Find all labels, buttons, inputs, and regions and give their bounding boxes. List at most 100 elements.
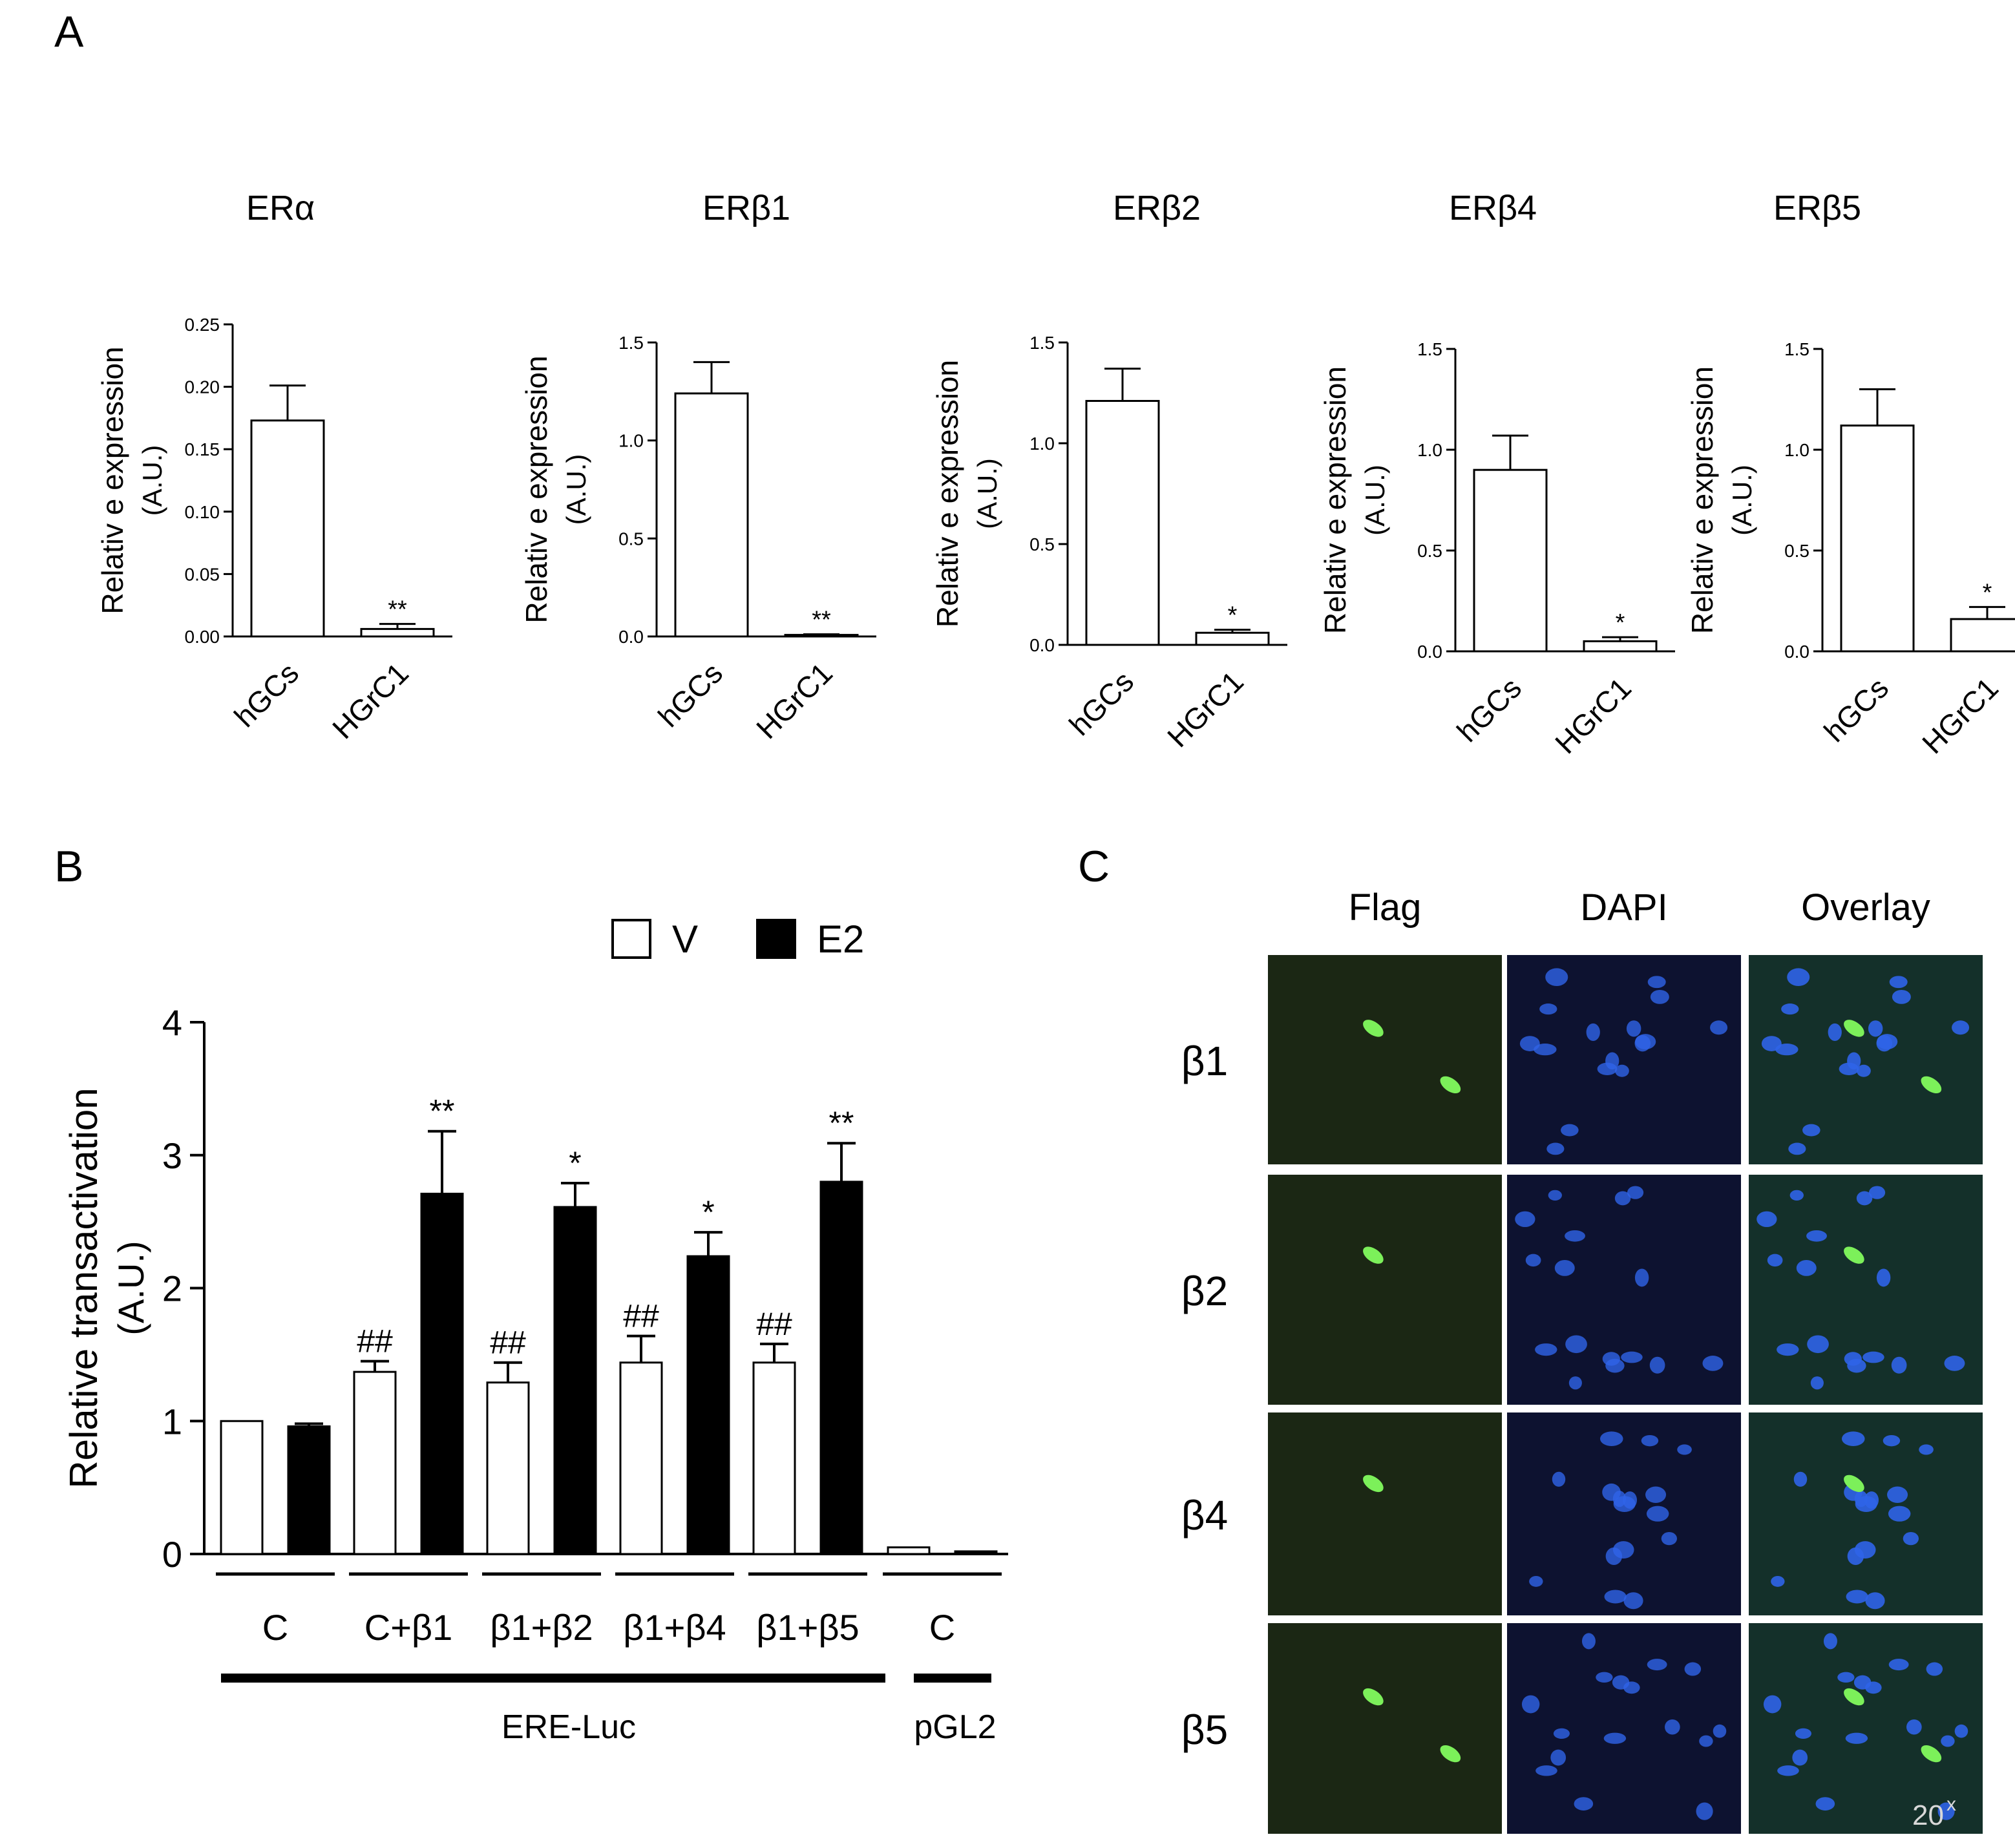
nucleus — [1647, 976, 1666, 989]
y-tick-label: 4 — [162, 1002, 182, 1043]
flag-signal — [1844, 1020, 1864, 1037]
chart-erb5: ERβ5 0.0 0.5 1.0 1.5 Relativ e expression (A.U… — [1685, 189, 2015, 760]
reporter-label-pgl2: pGL2 — [914, 1708, 996, 1746]
nucleus — [1554, 1259, 1575, 1276]
bar-v — [752, 1361, 796, 1555]
chart-erb1: ERβ1 0.0 0.5 1.0 1.5 Relativ e expression (A.U… — [520, 189, 876, 745]
bar — [1840, 425, 1915, 653]
nucleus — [1684, 1662, 1702, 1676]
row-label: β4 — [1181, 1492, 1228, 1538]
nucleus — [1845, 1732, 1868, 1744]
reporter-label-ere-luc: ERE-Luc — [501, 1708, 636, 1746]
y-axis-label: Relativ e expression — [1685, 366, 1719, 634]
y-tick-label: 1.5 — [1029, 333, 1055, 353]
nucleus — [1767, 1254, 1783, 1267]
nucleus — [1650, 989, 1669, 1004]
nucleus — [1941, 1735, 1955, 1747]
nucleus — [1807, 1335, 1829, 1354]
nucleus — [1627, 1186, 1644, 1199]
legend-swatch-v — [611, 919, 651, 959]
nucleus — [1789, 1190, 1804, 1201]
nucleus — [1552, 1471, 1566, 1487]
column-label: Flag — [1349, 887, 1422, 929]
significance-label: ## — [623, 1298, 659, 1334]
chart-title: ERβ1 — [702, 189, 790, 227]
micrograph-image — [1507, 955, 1741, 1164]
y-tick-label: 0.0 — [1784, 642, 1809, 662]
bar — [674, 392, 749, 638]
y-tick-label: 0.0 — [1417, 642, 1442, 662]
y-tick-label: 1 — [162, 1401, 182, 1442]
row-label: β5 — [1181, 1706, 1228, 1753]
micrograph-cell — [1507, 1175, 1741, 1405]
y-tick-label: 1.0 — [618, 431, 644, 451]
x-tick-label: HGrC1 — [750, 656, 839, 745]
bar-v — [353, 1370, 397, 1555]
flag-signal — [1363, 1246, 1384, 1264]
nucleus — [1597, 1062, 1618, 1075]
y-tick-label: 1.0 — [1029, 434, 1055, 454]
micrograph-image — [1507, 1412, 1741, 1615]
nucleus — [1599, 1431, 1623, 1447]
nucleus — [1806, 1230, 1827, 1242]
nucleus — [1761, 1036, 1782, 1051]
nucleus — [1586, 1023, 1600, 1041]
y-tick-label: 1.0 — [1417, 440, 1442, 460]
y-tick-label: 1.5 — [618, 333, 644, 353]
chart-erb2: ERβ2 0.0 0.5 1.0 1.5 Relativ e expression (A.U… — [931, 189, 1287, 753]
nucleus — [1837, 1672, 1855, 1683]
x-category-label: C — [262, 1607, 288, 1648]
y-tick-label: 0.05 — [185, 564, 220, 584]
nucleus — [1519, 1036, 1540, 1051]
nucleus — [1919, 1444, 1934, 1455]
flag-signal — [1844, 1475, 1864, 1493]
nucleus — [1828, 1023, 1842, 1041]
y-tick-label: 0.5 — [1029, 534, 1055, 554]
nucleus — [1553, 1728, 1570, 1739]
y-tick-label: 0.5 — [618, 529, 644, 549]
chart-title: ERβ2 — [1113, 189, 1201, 227]
y-tick-label: 0 — [162, 1534, 182, 1575]
x-tick-label: HGrC1 — [1548, 671, 1638, 760]
nucleus — [1574, 1797, 1594, 1811]
nucleus — [1604, 1590, 1627, 1604]
nucleus — [1802, 1124, 1820, 1137]
panel-c-micrograph-grid: Flag DAPI Overlay β1 β2 β4 β5 20 x — [1181, 887, 1983, 1834]
nucleus — [1550, 1749, 1567, 1766]
micrograph-cell — [1749, 1412, 1983, 1615]
nucleus — [1646, 1506, 1669, 1522]
column-label: Overlay — [1801, 887, 1930, 929]
nucleus — [1815, 1797, 1835, 1811]
nucleus — [1710, 1020, 1728, 1035]
nucleus — [1641, 1435, 1659, 1447]
nucleus — [1810, 1376, 1824, 1390]
nucleus — [1614, 1191, 1631, 1206]
nucleus — [1795, 1728, 1811, 1739]
bar-v — [887, 1546, 931, 1555]
scale-label-superscript: x — [1946, 1794, 1956, 1815]
reporter-bar-pgl2 — [914, 1674, 991, 1683]
significance-label: ** — [812, 607, 831, 634]
bar-v — [486, 1381, 530, 1555]
micrograph-cell — [1268, 1623, 1502, 1834]
x-tick-label: HGrC1 — [326, 656, 415, 745]
x-category-label: C+β1 — [364, 1607, 453, 1648]
chart-era: ERα 0.00 0.05 0.10 0.15 0.20 0.25 Relativ e exp… — [96, 189, 452, 745]
nucleus — [1677, 1444, 1692, 1455]
nucleus — [1855, 1496, 1877, 1512]
nucleus — [1623, 1592, 1643, 1610]
micrograph-cell — [1268, 955, 1502, 1164]
nucleus — [1846, 1590, 1868, 1604]
panel-label-a: A — [54, 7, 84, 56]
y-tick-label: 3 — [162, 1135, 182, 1176]
y-tick-label: 0.00 — [185, 627, 220, 647]
micrograph-image — [1749, 1623, 1983, 1834]
chart-title: ERα — [246, 189, 315, 227]
flag-signal — [1921, 1076, 1942, 1094]
row-label: β2 — [1181, 1268, 1228, 1314]
panel-b-transactivation-chart: 0 1 2 3 4 Relative transactivation (A.U.) V E2 ##… — [62, 918, 1008, 1746]
nucleus — [1889, 976, 1908, 989]
nucleus — [1545, 968, 1568, 987]
nucleus — [1952, 1020, 1970, 1035]
